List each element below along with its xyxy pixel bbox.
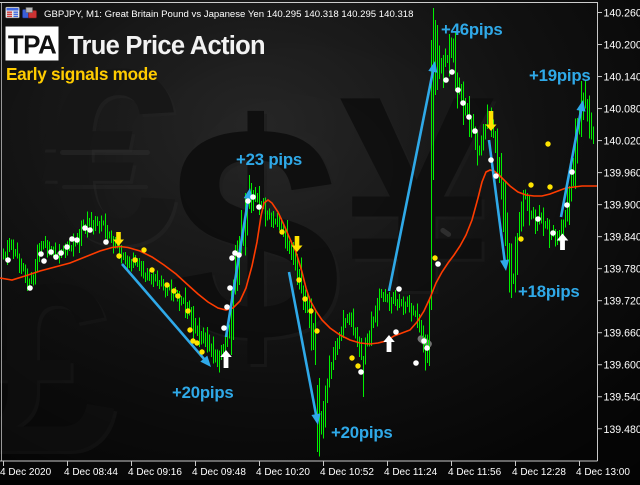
svg-text:+19pips: +19pips (529, 66, 591, 85)
svg-text:True Price Action: True Price Action (68, 32, 265, 60)
svg-text:139.720: 139.720 (604, 296, 640, 308)
svg-text:+20pips: +20pips (172, 383, 234, 402)
svg-text:139.660: 139.660 (604, 328, 640, 340)
svg-text:139.780: 139.780 (604, 264, 640, 276)
svg-text:4 Dec 12:28: 4 Dec 12:28 (512, 467, 566, 478)
svg-text:+18pips: +18pips (518, 282, 580, 301)
svg-text:139.960: 139.960 (604, 168, 640, 180)
svg-text:GBPJPY, M1: Great Britain Pou: GBPJPY, M1: Great Britain Pound vs Japan… (44, 9, 413, 20)
svg-text:4 Dec 13:00: 4 Dec 13:00 (576, 467, 630, 478)
svg-text:140.080: 140.080 (604, 104, 640, 116)
svg-text:4 Dec 11:56: 4 Dec 11:56 (448, 467, 502, 478)
svg-text:139.840: 139.840 (604, 232, 640, 244)
svg-text:140.020: 140.020 (604, 136, 640, 148)
svg-text:139.540: 139.540 (604, 392, 640, 404)
svg-text:140.200: 140.200 (604, 40, 640, 52)
svg-text:139.900: 139.900 (604, 200, 640, 212)
svg-text:4 Dec 11:24: 4 Dec 11:24 (384, 467, 438, 478)
svg-text:139.480: 139.480 (604, 424, 640, 436)
svg-text:139.600: 139.600 (604, 360, 640, 372)
svg-text:+23 pips: +23 pips (236, 150, 302, 169)
svg-text:+20pips: +20pips (331, 423, 393, 442)
svg-text:TPA: TPA (8, 30, 57, 60)
svg-text:4 Dec 10:20: 4 Dec 10:20 (256, 467, 310, 478)
svg-text:4 Dec 09:48: 4 Dec 09:48 (192, 467, 246, 478)
svg-text:4 Dec 2020: 4 Dec 2020 (0, 467, 52, 478)
svg-text:4 Dec 08:44: 4 Dec 08:44 (64, 467, 118, 478)
svg-text:140.260: 140.260 (604, 8, 640, 20)
svg-text:Early signals mode: Early signals mode (6, 64, 157, 84)
svg-text:4 Dec 10:52: 4 Dec 10:52 (320, 467, 374, 478)
svg-text:4 Dec 09:16: 4 Dec 09:16 (128, 467, 182, 478)
svg-text:140.140: 140.140 (604, 72, 640, 84)
svg-text:+46pips: +46pips (441, 20, 503, 39)
